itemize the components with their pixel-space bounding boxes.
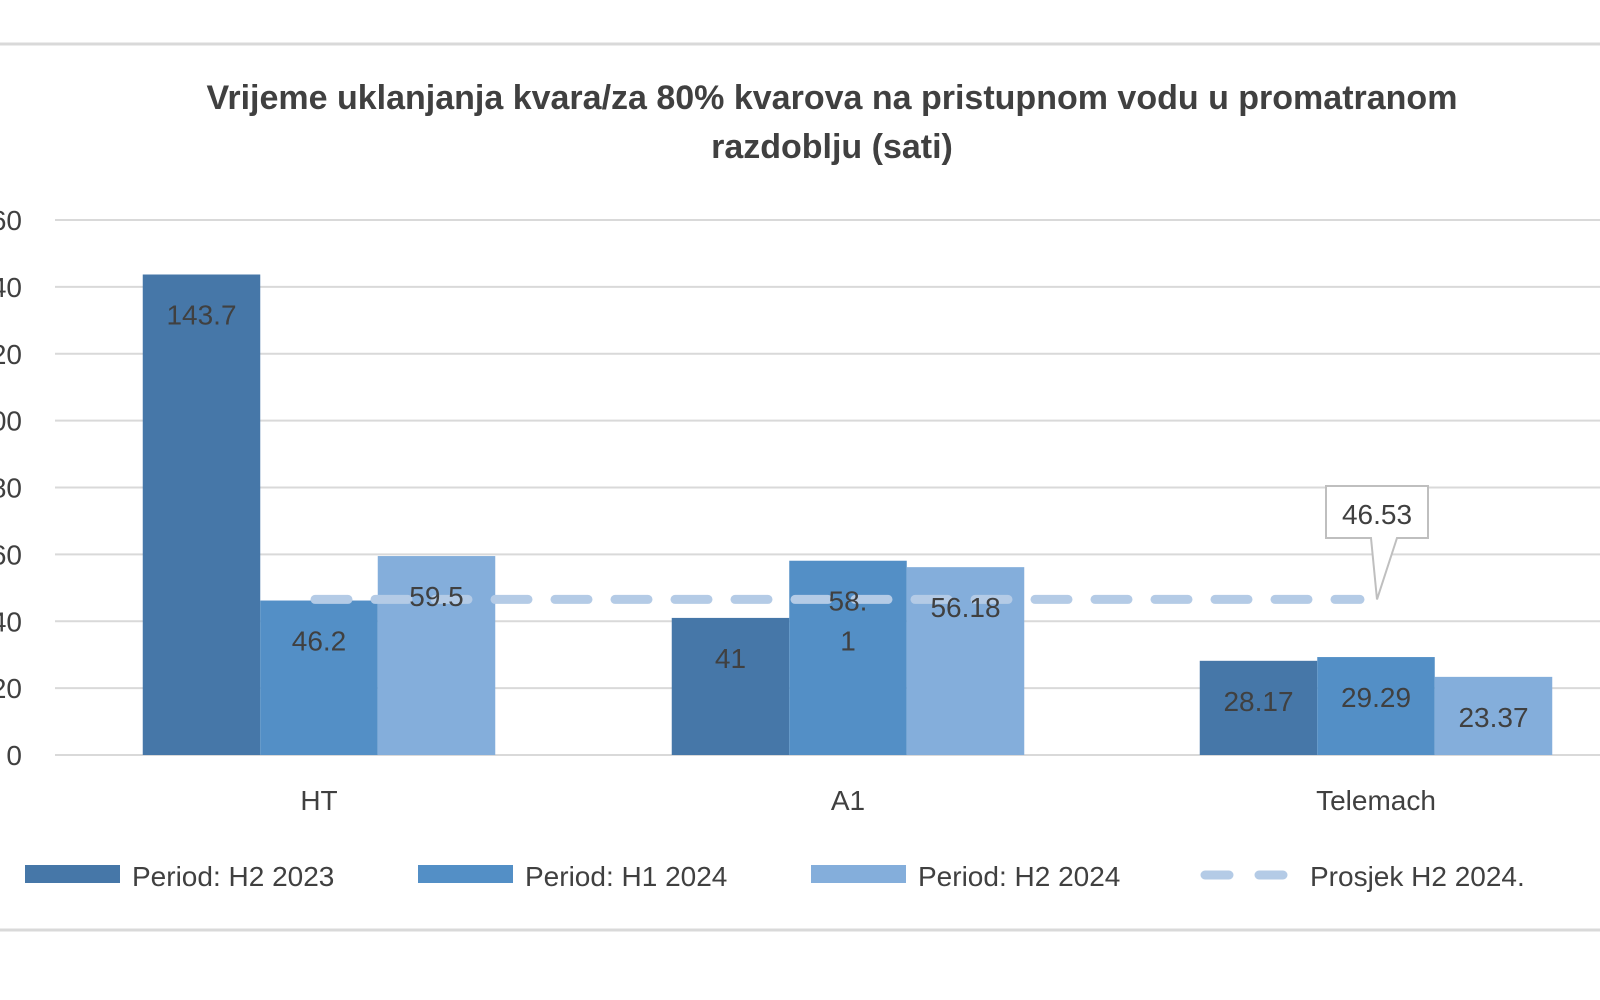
y-tick-label: 160 <box>0 205 22 236</box>
legend-label: Period: H1 2024 <box>525 861 727 892</box>
bar <box>1317 657 1435 755</box>
bar <box>671 617 790 755</box>
legend-label: Prosjek H2 2024. <box>1310 861 1525 892</box>
average-callout-label: 46.53 <box>1342 499 1412 530</box>
bar <box>1434 676 1553 755</box>
y-tick-label: 100 <box>0 406 22 437</box>
data-label: 23.37 <box>1458 702 1528 733</box>
y-tick-label: 80 <box>0 473 22 504</box>
data-label-part: 1 <box>840 626 856 657</box>
data-label: 56.18 <box>930 592 1000 623</box>
data-label: 46.2 <box>292 626 347 657</box>
x-category-label: A1 <box>831 785 865 816</box>
legend-swatch <box>811 865 906 883</box>
y-tick-label: 60 <box>0 539 22 570</box>
chart-title-line-1: Vrijeme uklanjanja kvara/za 80% kvarova … <box>207 79 1458 117</box>
legend-label: Period: H2 2024 <box>918 861 1120 892</box>
y-tick-label: 0 <box>6 740 22 771</box>
bar <box>260 600 378 755</box>
y-tick-label: 40 <box>0 606 22 637</box>
data-label: 143.7 <box>166 300 236 331</box>
bar <box>142 274 261 755</box>
data-label: 58. 1 <box>829 586 868 657</box>
bar <box>1199 660 1318 755</box>
legend-swatch <box>25 865 120 883</box>
chart-title-line-2: razdoblju (sati) <box>711 128 953 166</box>
y-tick-label: 140 <box>0 272 22 303</box>
data-label: 29.29 <box>1341 682 1411 713</box>
bar <box>377 556 496 755</box>
legend-swatch <box>418 865 513 883</box>
data-label: 41 <box>715 643 746 674</box>
y-tick-label: 20 <box>0 673 22 704</box>
average-callout-box <box>1325 485 1429 600</box>
legend-label: Period: H2 2023 <box>132 861 334 892</box>
y-tick-label: 120 <box>0 339 22 370</box>
x-category-label: HT <box>300 785 337 816</box>
x-category-label: Telemach <box>1316 785 1436 816</box>
bar <box>789 560 907 755</box>
data-label: 28.17 <box>1223 686 1293 717</box>
data-label-part: 58. <box>829 586 868 617</box>
data-label: 59.5 <box>409 581 464 612</box>
